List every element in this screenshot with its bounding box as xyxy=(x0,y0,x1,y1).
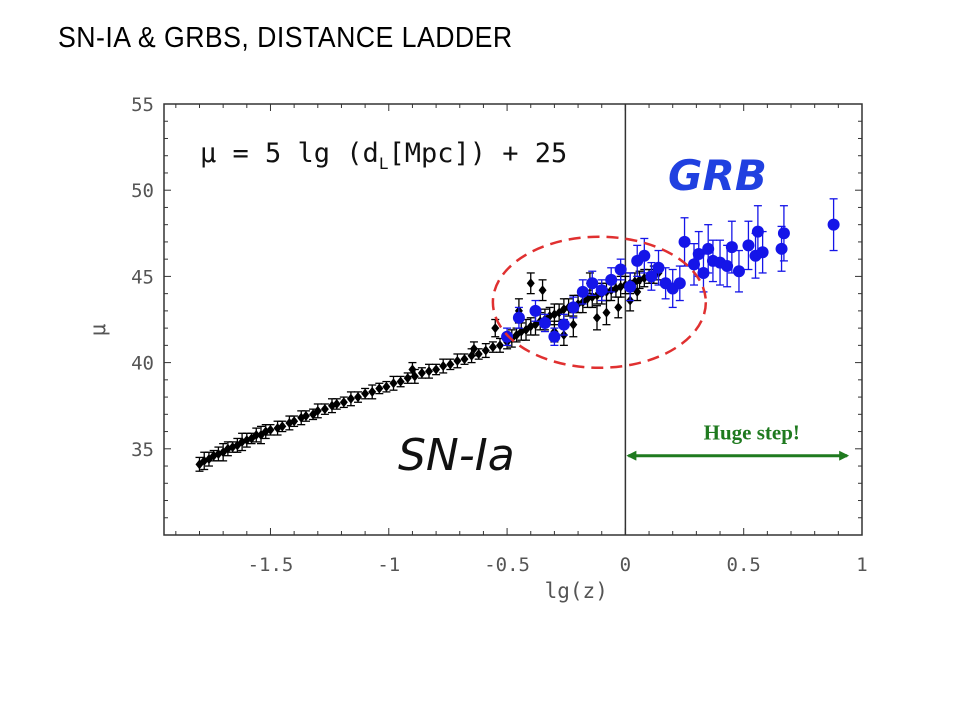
sn-point xyxy=(453,355,462,366)
huge-step-label: Huge step! xyxy=(704,421,800,445)
x-tick-label: -1 xyxy=(377,554,400,576)
sn-point xyxy=(439,361,448,372)
sn-point xyxy=(278,421,287,432)
grb-point xyxy=(605,273,618,286)
sn-point xyxy=(425,366,434,377)
sn-point xyxy=(488,342,497,353)
grb-point xyxy=(595,284,608,297)
grb-point xyxy=(777,227,790,240)
grb-point xyxy=(697,266,710,279)
sn-point xyxy=(361,388,370,399)
sn-point xyxy=(290,416,299,427)
plot-frame xyxy=(163,103,863,536)
y-tick-label: 40 xyxy=(131,353,154,375)
sn-point xyxy=(375,383,384,394)
y-axis-label: μ xyxy=(86,323,110,336)
grb-point xyxy=(732,265,745,278)
sn-point xyxy=(460,354,469,365)
sn-point xyxy=(495,340,504,351)
grb-point xyxy=(721,260,734,273)
grb-point xyxy=(652,261,665,274)
slide-title: SN-IA & GRBS, DISTANCE LADDER xyxy=(58,22,513,54)
sn-point xyxy=(396,376,405,387)
sn-point xyxy=(417,367,426,378)
grb-point xyxy=(692,247,705,260)
sn-point xyxy=(301,411,310,422)
sn-point xyxy=(526,278,535,289)
sn-point xyxy=(491,323,500,334)
x-tick-label: 1 xyxy=(856,554,867,576)
sn-point xyxy=(602,307,611,318)
sn-point xyxy=(266,424,275,435)
grb-point xyxy=(624,280,637,293)
y-tick-label: 35 xyxy=(131,439,154,461)
sn-point xyxy=(538,285,547,296)
sn-point xyxy=(313,405,322,416)
grb-label: GRB xyxy=(668,151,767,200)
sn-point xyxy=(252,430,261,441)
sn-point xyxy=(569,319,578,330)
sn-point xyxy=(346,393,355,404)
overlap-region-circle xyxy=(491,235,708,370)
sn-point xyxy=(320,404,329,415)
y-tick-label: 55 xyxy=(131,94,154,116)
sn-point xyxy=(408,364,417,375)
grb-point xyxy=(673,277,686,290)
x-axis-label: lg(z) xyxy=(545,579,608,603)
axis-ticks: -1.5 -1 -0.5 0 0.5 1 35 40 45 50 55 lg(z) μ xyxy=(86,94,868,603)
sn-point xyxy=(368,386,377,397)
data-points xyxy=(195,198,840,472)
grb-point xyxy=(586,277,599,290)
sn-ia-label: SN-Ia xyxy=(398,430,515,481)
sn-point xyxy=(481,345,490,356)
sn-point xyxy=(332,398,341,409)
sn-point xyxy=(339,397,348,408)
grb-point xyxy=(688,258,701,271)
grb-point xyxy=(775,242,788,255)
grb-point xyxy=(567,301,580,314)
plot-border xyxy=(163,103,863,536)
sn-point xyxy=(354,392,363,403)
grb-point xyxy=(742,239,755,252)
x-tick-label: 0.5 xyxy=(727,554,761,576)
sn-point xyxy=(474,348,483,359)
grb-point xyxy=(638,249,651,262)
grb-point xyxy=(702,242,715,255)
grb-point xyxy=(756,246,769,259)
sn-point xyxy=(446,359,455,370)
x-tick-label: -0.5 xyxy=(484,554,530,576)
sn-point xyxy=(432,364,441,375)
grb-point xyxy=(614,263,627,276)
grb-point xyxy=(529,304,542,317)
sn-point xyxy=(614,302,623,313)
annotations: μ = 5 lg (dL[Mpc]) + 25 GRB SN-Ia Huge step… xyxy=(200,138,850,481)
grb-point xyxy=(512,311,525,324)
formula-subscript: L xyxy=(379,154,389,173)
grb-point xyxy=(538,316,551,329)
grb-point xyxy=(576,285,589,298)
y-tick-label: 45 xyxy=(131,266,154,288)
sn-point xyxy=(389,378,398,389)
grb-point xyxy=(548,330,561,343)
sn-point xyxy=(403,373,412,384)
x-tick-label: 0 xyxy=(620,554,631,576)
distance-modulus-formula: μ = 5 lg (dL[Mpc]) + 25 xyxy=(200,138,567,173)
grb-point xyxy=(678,235,691,248)
sn-point xyxy=(592,312,601,323)
grb-point xyxy=(557,318,570,331)
y-tick-label: 50 xyxy=(131,180,154,202)
formula-main: μ = 5 lg (d xyxy=(200,138,379,169)
grb-point xyxy=(645,270,658,283)
x-tick-label: -1.5 xyxy=(248,554,294,576)
grb-point xyxy=(751,225,764,238)
grb-point xyxy=(827,218,840,231)
sn-point xyxy=(469,343,478,354)
grb-point xyxy=(725,241,738,254)
formula-rest: [Mpc]) + 25 xyxy=(388,138,567,169)
sn-point xyxy=(382,381,391,392)
series-grb xyxy=(501,198,840,347)
